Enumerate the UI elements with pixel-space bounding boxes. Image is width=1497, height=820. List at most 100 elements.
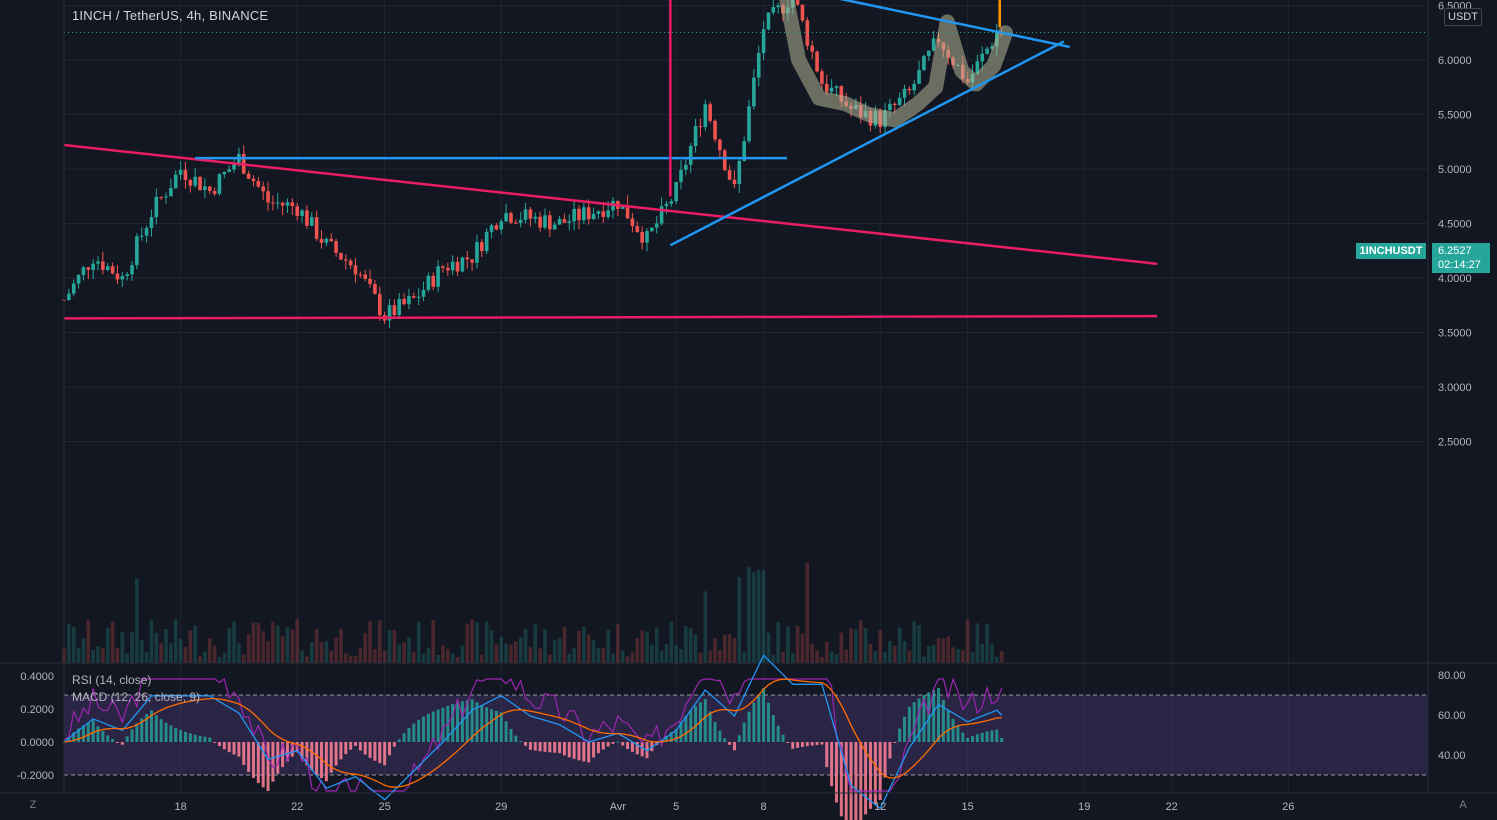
- macd-hist-bar: [834, 742, 838, 803]
- volume-bar: [96, 646, 100, 663]
- price-tick: 3.0000: [1438, 382, 1472, 394]
- macd-hist-bar: [470, 699, 474, 742]
- volume-bar: [601, 647, 606, 663]
- candle-body: [635, 226, 640, 232]
- macd-hist-bar: [786, 742, 790, 743]
- macd-hist-bar: [494, 710, 498, 742]
- candle-body: [664, 203, 669, 207]
- macd-hist-bar: [971, 735, 975, 742]
- volume-bar: [480, 654, 484, 663]
- volume-bar: [917, 625, 921, 663]
- volume-bar: [528, 647, 533, 663]
- currency-button[interactable]: USDT: [1444, 8, 1482, 26]
- volume-bar: [596, 647, 601, 663]
- macd-hist-bar: [422, 716, 426, 742]
- price-tick: 6.0000: [1438, 55, 1472, 67]
- candle-body: [674, 181, 678, 202]
- volume-bar: [776, 622, 780, 663]
- volume-bar: [892, 645, 897, 663]
- volume-bar: [203, 651, 207, 663]
- volume-bar: [761, 570, 766, 663]
- macd-hist-bar: [193, 734, 197, 742]
- volume-bar: [173, 619, 178, 663]
- volume-bar: [718, 650, 722, 663]
- macd-hist-bar: [363, 742, 367, 755]
- macd-hist-bar: [932, 689, 936, 742]
- macd-hist-bar: [762, 688, 766, 742]
- volume-bar: [421, 653, 426, 663]
- volume-bar: [752, 571, 756, 663]
- volume-bar: [577, 630, 581, 663]
- volume-bar: [999, 651, 1004, 663]
- candle-body: [135, 236, 139, 266]
- trendlines[interactable]: [63, 0, 1428, 320]
- candle-body: [193, 176, 197, 186]
- candle-body: [105, 266, 110, 270]
- candle-body: [698, 126, 703, 128]
- macd-hist-bar: [611, 742, 615, 744]
- candle-body: [465, 257, 470, 260]
- macd-hist-bar: [344, 742, 348, 755]
- candle-body: [640, 231, 644, 243]
- macd-hist-bar: [164, 722, 168, 742]
- macd-hist-bar: [169, 725, 173, 742]
- volume-bar: [756, 569, 761, 663]
- volume-bar: [990, 644, 994, 663]
- candle-body: [601, 211, 606, 217]
- volume-bar: [368, 621, 372, 663]
- macd-label[interactable]: MACD (12, 26, close, 9): [72, 690, 201, 704]
- price-tick: 3.5000: [1438, 328, 1472, 340]
- macd-hist-bar: [179, 730, 183, 742]
- candle-body: [693, 126, 698, 146]
- volume-bar: [489, 630, 494, 663]
- candle-body: [319, 238, 324, 243]
- macd-hist-bar: [621, 742, 625, 746]
- candle-body: [897, 97, 902, 106]
- macd-hist-bar: [951, 718, 955, 742]
- candle-body: [766, 12, 771, 30]
- macd-hist-bar: [888, 742, 892, 759]
- candle-body: [173, 174, 178, 189]
- auto-scale-button[interactable]: A: [1459, 799, 1467, 811]
- volume-bar: [557, 638, 562, 663]
- macd-hist-bar: [839, 742, 843, 817]
- volume-bar: [854, 629, 858, 663]
- macd-hist-bar: [315, 742, 319, 775]
- time-tick: 29: [495, 801, 507, 813]
- candle-body: [625, 205, 630, 219]
- rsi-label[interactable]: RSI (14, close): [72, 673, 152, 687]
- candle-body: [334, 241, 338, 253]
- macd-hist-bar: [208, 737, 212, 742]
- macd-hist-bar: [873, 742, 877, 805]
- volume-bar: [844, 649, 848, 663]
- candle-body: [713, 120, 717, 140]
- candle-body: [266, 191, 270, 203]
- candle-body: [586, 207, 591, 220]
- candle-body: [339, 252, 343, 260]
- macd-hist-bar: [77, 728, 81, 742]
- macd-hist-bar: [86, 722, 90, 742]
- macd-hist-bar: [373, 742, 377, 761]
- macd-hist-bar: [878, 742, 882, 800]
- candle-body: [169, 188, 173, 197]
- volume-bar: [572, 648, 576, 663]
- macd-hist-bar: [601, 742, 605, 750]
- candle-body: [990, 46, 994, 49]
- candle-body: [839, 86, 844, 102]
- volume-bar: [125, 653, 129, 663]
- volume-bar: [616, 623, 620, 663]
- candle-body: [217, 174, 222, 194]
- zoom-left-button[interactable]: Z: [29, 799, 37, 811]
- candle-body: [115, 273, 120, 280]
- candle-body: [251, 178, 256, 182]
- candle-body: [703, 104, 708, 128]
- macd-hist-bar: [868, 742, 872, 809]
- volume-bar: [353, 655, 358, 663]
- volume-bar: [679, 649, 683, 663]
- volume-bar: [324, 641, 329, 663]
- macd-hist-bar: [582, 742, 586, 762]
- volume-bar: [586, 634, 591, 663]
- volume-bar: [727, 634, 732, 663]
- candle-body: [727, 170, 732, 180]
